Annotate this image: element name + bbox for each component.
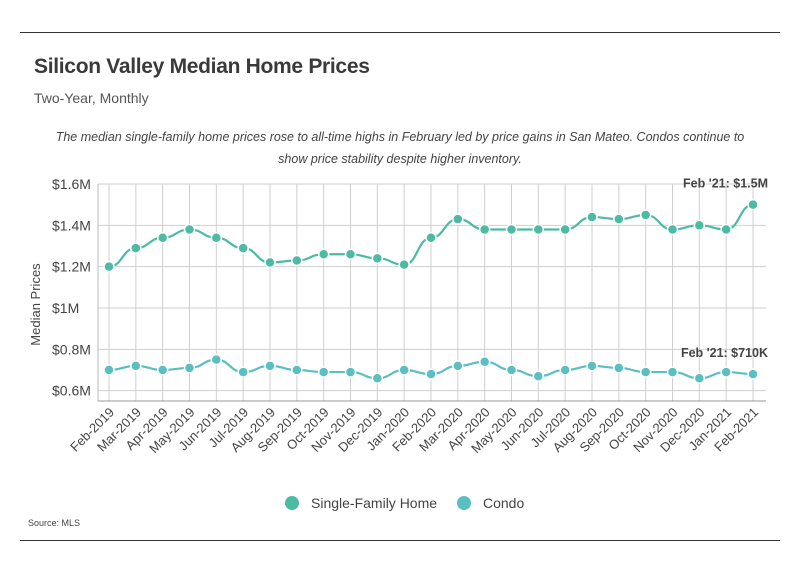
data-point: [452, 360, 464, 372]
data-point: [478, 223, 491, 236]
data-point: [559, 223, 571, 236]
data-point: [586, 211, 598, 223]
data-point: [210, 353, 223, 366]
chart-title: Silicon Valley Median Home Prices: [34, 55, 370, 78]
end-value-label: Feb '21: $1.5M: [683, 177, 768, 191]
data-point: [183, 223, 196, 236]
bottom-rule: [20, 540, 780, 541]
data-point: [264, 360, 276, 372]
data-point: [747, 368, 759, 380]
data-point: [586, 360, 598, 372]
y-tick-label: $1M: [52, 300, 79, 316]
data-point: [156, 364, 169, 376]
data-point: [693, 372, 706, 385]
data-point: [398, 364, 410, 376]
data-point: [398, 258, 410, 271]
y-tick-label: $1.6M: [52, 176, 91, 192]
data-point: [505, 223, 518, 236]
data-point: [532, 223, 545, 236]
data-point: [183, 362, 196, 374]
data-point: [478, 355, 491, 368]
data-point: [505, 364, 518, 376]
data-point: [613, 213, 625, 225]
chart-description: The median single-family home prices ros…: [55, 130, 745, 166]
data-point: [130, 360, 142, 372]
data-point: [666, 223, 679, 236]
data-point: [237, 242, 249, 254]
data-point: [639, 209, 652, 221]
y-tick-label: $1.2M: [52, 259, 91, 275]
end-value-label: Feb '21: $710K: [681, 346, 768, 360]
chart-subtitle: Two-Year, Monthly: [34, 90, 149, 106]
data-point: [425, 368, 437, 380]
data-point: [103, 260, 115, 273]
data-point: [317, 248, 330, 261]
data-point: [210, 231, 223, 244]
data-point: [291, 254, 303, 267]
data-point: [371, 252, 384, 265]
y-axis-label: Median Prices: [28, 263, 43, 346]
data-point: [639, 366, 652, 378]
data-point: [264, 256, 276, 269]
y-tick-label: $0.6M: [52, 383, 91, 399]
data-point: [371, 372, 384, 385]
data-point: [317, 366, 330, 378]
data-point: [237, 366, 249, 378]
y-tick-label: $0.8M: [52, 341, 91, 357]
source-note: Source: MLS: [28, 518, 81, 528]
data-point: [344, 248, 357, 261]
data-point: [532, 370, 545, 382]
data-point: [720, 223, 732, 236]
legend-label: Single-Family Home: [311, 495, 437, 511]
data-point: [156, 231, 169, 244]
legend-label: Condo: [483, 495, 524, 511]
y-tick-label: $1.4M: [52, 217, 91, 233]
legend-swatch: [285, 496, 299, 510]
data-point: [291, 364, 303, 376]
data-point: [103, 364, 115, 376]
data-point: [559, 364, 571, 376]
data-point: [425, 231, 437, 244]
data-point: [747, 198, 759, 211]
legend-swatch: [457, 496, 471, 510]
top-rule: [20, 32, 780, 33]
data-point: [666, 366, 679, 378]
data-point: [452, 213, 464, 225]
data-point: [344, 366, 357, 378]
data-point: [130, 242, 142, 254]
data-point: [613, 362, 625, 374]
data-point: [693, 219, 706, 232]
data-point: [720, 366, 732, 378]
